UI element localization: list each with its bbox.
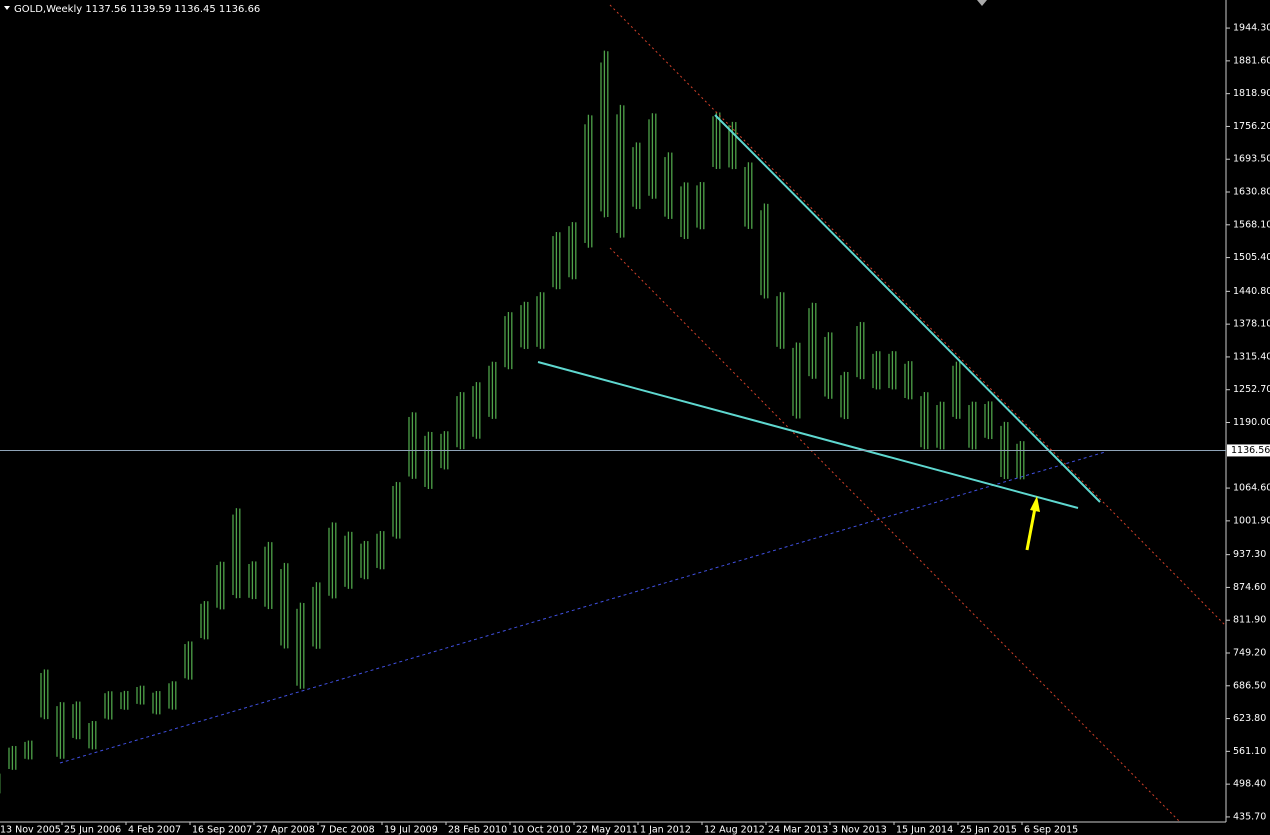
y-tick-label: 1881.60 xyxy=(1233,55,1270,66)
current-price-label: 1136.56 xyxy=(1231,445,1270,456)
resistance-line xyxy=(714,114,1101,503)
plot-area xyxy=(0,50,1025,794)
x-tick-label: 10 Oct 2010 xyxy=(512,825,571,835)
y-tick-label: 1630.80 xyxy=(1233,187,1270,198)
y-tick-label: 561.10 xyxy=(1233,746,1266,757)
scroll-marker xyxy=(977,0,987,6)
support-line xyxy=(59,451,1106,764)
y-tick-label: 1190.00 xyxy=(1233,417,1270,428)
x-tick-label: 25 Jan 2015 xyxy=(960,825,1017,835)
y-tick-label: 686.50 xyxy=(1233,680,1266,691)
y-tick-label: 435.70 xyxy=(1233,811,1266,822)
x-tick-label: 1 Jan 2012 xyxy=(640,825,691,835)
y-tick-label: 1505.40 xyxy=(1233,252,1270,263)
x-tick-label: 12 Aug 2012 xyxy=(704,825,765,835)
y-tick-label: 1001.90 xyxy=(1233,515,1270,526)
x-tick-label: 25 Jun 2006 xyxy=(64,825,121,835)
y-tick-label: 749.20 xyxy=(1233,647,1266,658)
y-tick-label: 1944.30 xyxy=(1233,23,1270,34)
y-tick-label: 1756.20 xyxy=(1233,121,1270,132)
y-tick-label: 937.30 xyxy=(1233,549,1266,560)
y-tick-label: 811.90 xyxy=(1233,615,1266,626)
y-tick-label: 1315.40 xyxy=(1233,351,1270,362)
x-tick-label: 24 Mar 2013 xyxy=(768,825,828,835)
y-tick-label: 1440.80 xyxy=(1233,286,1270,297)
trend-line xyxy=(537,361,1079,509)
x-tick-label: 15 Jun 2014 xyxy=(896,825,953,835)
x-tick-label: 6 Sep 2015 xyxy=(1024,825,1078,835)
x-tick-label: 19 Jul 2009 xyxy=(384,825,438,835)
y-tick-label: 1378.10 xyxy=(1233,319,1270,330)
y-tick-label: 1064.60 xyxy=(1233,483,1270,494)
y-tick-label: 498.40 xyxy=(1233,779,1266,790)
y-tick-label: 1818.90 xyxy=(1233,88,1270,99)
arrow xyxy=(1025,507,1037,551)
x-tick-label: 22 May 2011 xyxy=(576,825,638,835)
x-tick-label: 7 Dec 2008 xyxy=(320,825,375,835)
x-tick-label: 27 Apr 2008 xyxy=(256,825,315,835)
y-tick-label: 1693.50 xyxy=(1233,154,1270,165)
x-tick-label: 4 Feb 2007 xyxy=(128,825,181,835)
menu-icon[interactable] xyxy=(4,6,10,10)
y-tick-label: 1568.10 xyxy=(1233,219,1270,230)
x-tick-label: 13 Nov 2005 xyxy=(0,825,61,835)
current-price-box xyxy=(1227,444,1270,457)
arrow-head xyxy=(1030,496,1040,512)
y-tick-label: 1252.70 xyxy=(1233,384,1270,395)
x-tick-label: 3 Nov 2013 xyxy=(832,825,887,835)
y-tick-label: 623.80 xyxy=(1233,713,1266,724)
x-tick-label: 16 Sep 2007 xyxy=(192,825,252,835)
chart-header: GOLD,Weekly 1137.56 1139.59 1136.45 1136… xyxy=(14,4,260,15)
x-tick-label: 28 Feb 2010 xyxy=(448,825,507,835)
channel-line xyxy=(609,4,1226,626)
y-tick-label: 874.60 xyxy=(1233,582,1266,593)
